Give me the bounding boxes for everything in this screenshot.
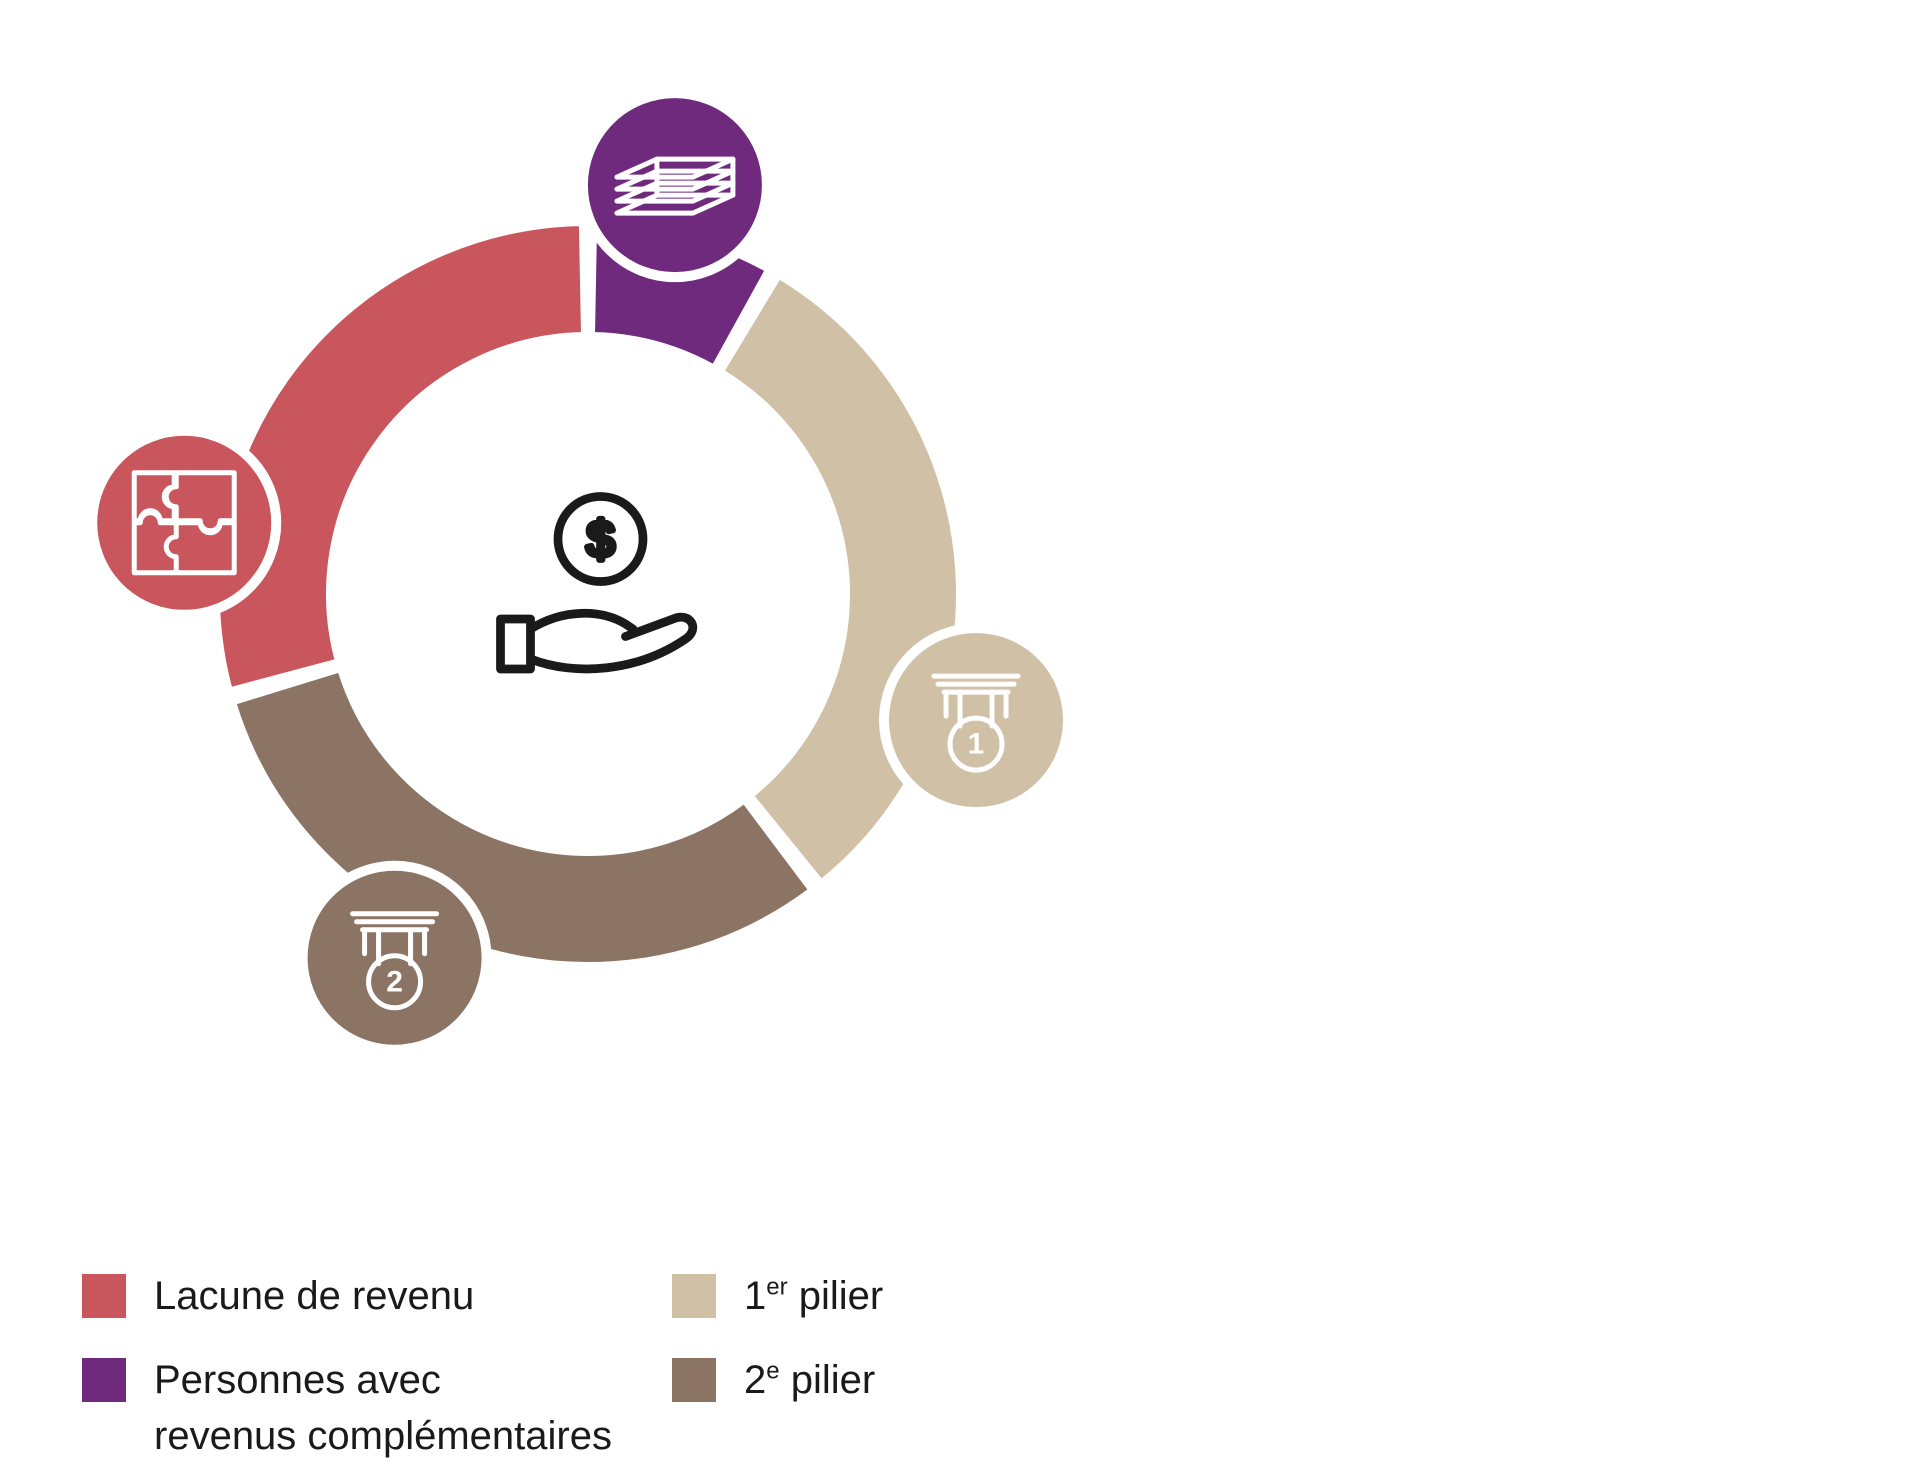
legend-item-1-1: 2e pilier	[672, 1352, 883, 1408]
badge-complementaire	[583, 93, 767, 277]
legend-swatch	[672, 1274, 716, 1318]
legend-label: 2e pilier	[744, 1352, 875, 1408]
legend-item-1-0: 1er pilier	[672, 1268, 883, 1324]
legend-column-1: 1er pilier 2e pilier	[672, 1268, 883, 1464]
legend: Lacune de revenu Personnes avecrevenus co…	[82, 1268, 883, 1464]
legend-swatch	[82, 1274, 126, 1318]
badge-pilier1: 1	[884, 628, 1068, 812]
legend-swatch	[672, 1358, 716, 1402]
donut-chart: $1 2	[0, 0, 1090, 1096]
hand-coin-icon: $	[501, 497, 693, 670]
badge-lacune	[92, 431, 276, 615]
badge-pilier2: 2	[303, 866, 487, 1050]
legend-swatch	[82, 1358, 126, 1402]
legend-label: 1er pilier	[744, 1268, 883, 1324]
page: $1 2 Lacune de revenu Personnes avecrevenu…	[0, 0, 1920, 1481]
center-icon-group: $	[501, 497, 693, 670]
svg-text:1: 1	[968, 728, 985, 761]
svg-text:2: 2	[386, 965, 403, 998]
legend-label: Lacune de revenu	[154, 1268, 474, 1324]
svg-text:$: $	[587, 511, 615, 567]
legend-column-0: Lacune de revenu Personnes avecrevenus co…	[82, 1268, 612, 1464]
legend-label: Personnes avecrevenus complémentaires	[154, 1352, 612, 1464]
legend-item-0-0: Lacune de revenu	[82, 1268, 612, 1324]
legend-item-0-1: Personnes avecrevenus complémentaires	[82, 1352, 612, 1464]
